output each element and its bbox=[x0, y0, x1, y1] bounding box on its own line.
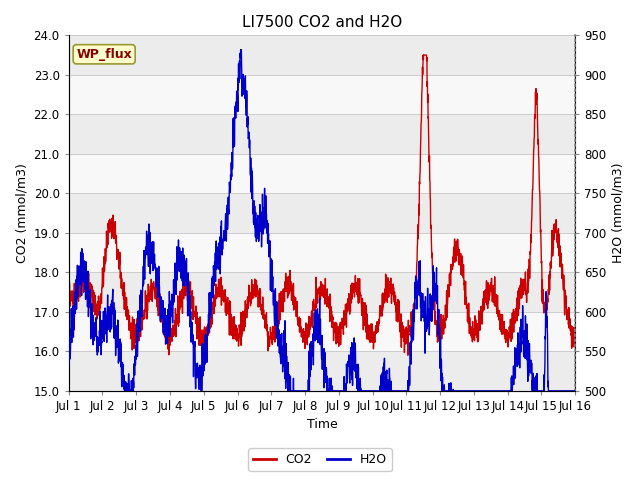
Y-axis label: CO2 (mmol/m3): CO2 (mmol/m3) bbox=[15, 163, 28, 263]
Legend: CO2, H2O: CO2, H2O bbox=[248, 448, 392, 471]
X-axis label: Time: Time bbox=[307, 419, 337, 432]
Bar bbox=[68, 154, 575, 193]
Bar bbox=[68, 75, 575, 114]
Bar bbox=[68, 312, 575, 351]
Bar bbox=[68, 233, 575, 272]
Y-axis label: H2O (mmol/m3): H2O (mmol/m3) bbox=[612, 163, 625, 264]
Bar bbox=[68, 114, 575, 154]
Title: LI7500 CO2 and H2O: LI7500 CO2 and H2O bbox=[242, 15, 402, 30]
Text: WP_flux: WP_flux bbox=[76, 48, 132, 61]
Bar bbox=[68, 351, 575, 391]
Bar bbox=[68, 272, 575, 312]
Bar bbox=[68, 193, 575, 233]
Bar bbox=[68, 36, 575, 75]
